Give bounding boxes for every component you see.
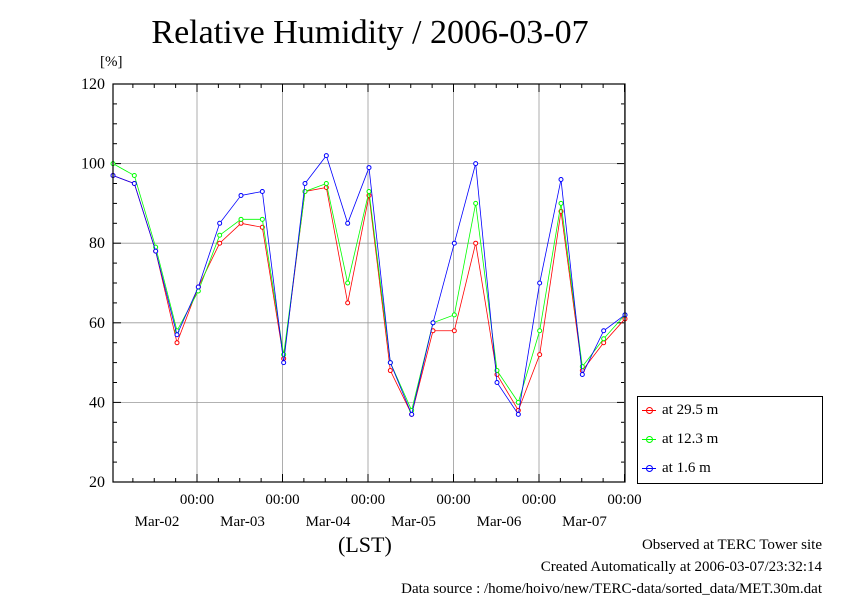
x-tick-date: Mar-03 <box>220 514 265 530</box>
y-tick-label: 20 <box>89 474 105 491</box>
x-tick-time: 00:00 <box>436 492 470 508</box>
legend-label: at 29.5 m <box>662 401 719 418</box>
legend-label: at 12.3 m <box>662 430 719 447</box>
data-point <box>131 181 137 186</box>
data-point <box>387 368 393 374</box>
data-point <box>131 173 137 179</box>
y-axis-unit-label: [%] <box>100 54 123 70</box>
x-tick-time: 00:00 <box>522 492 556 508</box>
data-point <box>238 216 244 222</box>
data-point <box>238 192 244 198</box>
chart-title: Relative Humidity / 2006-03-07 <box>151 14 589 51</box>
y-tick-label: 40 <box>89 394 105 411</box>
data-point <box>601 336 607 342</box>
plot-frame <box>112 83 626 483</box>
data-point <box>302 181 308 186</box>
series-line <box>112 175 626 416</box>
data-point <box>238 220 244 226</box>
x-tick-date: Mar-04 <box>306 514 351 530</box>
data-point <box>174 332 180 338</box>
data-point <box>451 312 457 318</box>
data-point <box>217 220 223 226</box>
x-tick-date: Mar-02 <box>135 514 180 530</box>
data-point <box>345 280 351 286</box>
y-tick-label: 120 <box>81 76 105 93</box>
data-point <box>323 153 329 159</box>
legend-swatch-blue <box>642 463 656 473</box>
data-point <box>558 177 564 183</box>
footer-observed: Observed at TERC Tower site <box>641 537 822 553</box>
data-point <box>537 328 543 334</box>
data-point <box>601 340 607 346</box>
x-tick-time: 00:00 <box>351 492 385 508</box>
legend-item-29-5m: at 29.5 m <box>642 399 718 421</box>
data-point <box>387 360 393 366</box>
x-tick-time: 00:00 <box>265 492 299 508</box>
y-tick-label: 60 <box>89 315 105 332</box>
data-point <box>345 220 351 226</box>
data-point <box>366 188 372 194</box>
data-point <box>323 181 329 186</box>
legend: at 29.5 m at 12.3 m at 1.6 m <box>637 396 823 484</box>
series-line <box>112 163 626 412</box>
data-point <box>430 320 436 326</box>
x-tick-time: 00:00 <box>607 492 641 508</box>
data-point <box>473 161 479 167</box>
x-tick-date: Mar-07 <box>562 514 607 530</box>
y-tick-label: 80 <box>89 235 105 252</box>
data-point <box>473 240 479 246</box>
data-point <box>153 248 159 254</box>
footer-created: Created Automatically at 2006-03-07/23:3… <box>540 559 822 575</box>
data-point <box>217 232 223 238</box>
data-point <box>259 216 265 222</box>
data-point <box>217 240 223 246</box>
data-point <box>345 300 351 306</box>
x-tick-date: Mar-05 <box>391 514 436 530</box>
x-tick-date: Mar-06 <box>477 514 522 530</box>
data-point <box>451 240 457 246</box>
legend-label: at 1.6 m <box>662 459 711 476</box>
data-point <box>537 280 543 286</box>
legend-swatch-green <box>642 434 656 444</box>
footer-source: Data source : /home/hoivo/new/TERC-data/… <box>401 581 822 597</box>
data-point <box>259 188 265 194</box>
data-point <box>451 328 457 334</box>
data-point <box>558 200 564 206</box>
data-point <box>537 352 543 358</box>
x-axis-unit-label: (LST) <box>338 532 392 557</box>
legend-item-12-3m: at 12.3 m <box>642 428 718 450</box>
legend-swatch-red <box>642 405 656 415</box>
y-tick-label: 100 <box>81 156 105 173</box>
data-point <box>409 411 415 417</box>
data-point <box>473 200 479 206</box>
data-point <box>281 360 287 366</box>
legend-item-1-6m: at 1.6 m <box>642 457 711 479</box>
data-point <box>195 284 201 290</box>
data-point <box>494 380 500 385</box>
data-point <box>174 340 180 346</box>
data-point <box>366 165 372 171</box>
x-tick-time: 00:00 <box>180 492 214 508</box>
data-point <box>579 372 585 378</box>
data-point <box>601 328 607 334</box>
data-point <box>515 411 521 417</box>
